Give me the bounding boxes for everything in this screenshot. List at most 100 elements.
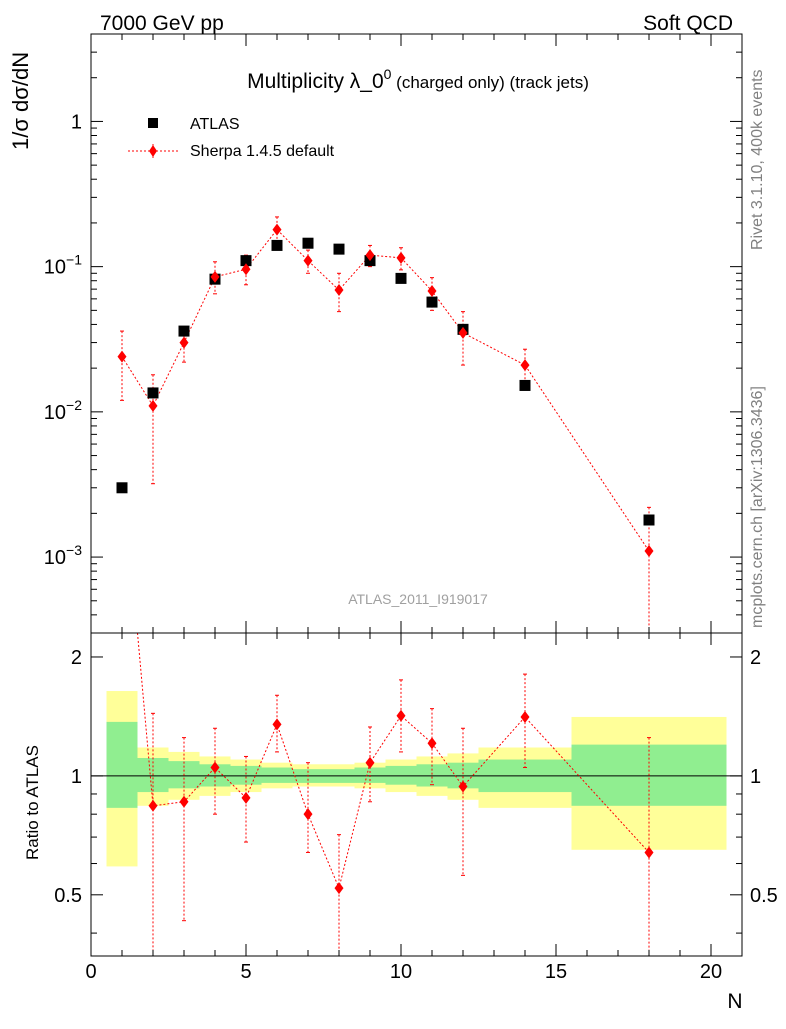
ratio-point-5 [303,808,313,821]
title-superscript: 0 [384,66,392,82]
ratio-tick-label-left-1: 1 [71,766,82,788]
ratio-point-7 [365,756,375,769]
ratio-point-6 [334,882,344,895]
legend-atlas-label: ATLAS [190,116,240,133]
ratio-point-4 [272,718,282,731]
band-inner-9 [385,765,417,785]
sherpa-errorbar-13 [647,506,651,634]
y-tick-label-3: 10−3 [44,542,82,569]
sherpa-errorbar-9 [399,247,403,271]
ratio-uncertainty-bands [91,691,742,867]
ratio-sherpa-line [137,632,650,890]
axes: 110−110−210−30.5 0.51 12 20 5 10 15 20 [44,33,778,983]
sherpa-point-12 [520,359,530,372]
sherpa-errorbar-6 [306,249,310,274]
ratio-tick-label-right-2: 2 [750,647,761,669]
y-tick-exponent-3: −3 [66,542,82,558]
y-tick-base-0: 1 [71,111,82,133]
ratio-point-12 [644,846,654,859]
title-suffix: (charged only) (track jets) [391,73,588,92]
sherpa-line [121,228,650,552]
sherpa-point-0 [117,350,127,363]
sherpa-point-13 [644,545,654,558]
sherpa-point-10 [427,284,437,297]
header-left: 7000 GeV pp [100,12,224,35]
atlas-point-2 [178,325,190,337]
sherpa-point-2 [179,336,189,349]
ratio-errorbar-11 [523,673,527,769]
sherpa-point-6 [303,254,313,267]
sherpa-point-9 [396,251,406,264]
atlas-point-12 [519,379,531,391]
y-axis-label: 1/σ dσ/dN [8,52,33,150]
sherpa-point-4 [241,263,251,276]
ratio-tick-label-right-1: 1 [750,766,761,788]
sherpa-errorbar-7 [337,272,341,313]
sherpa-point-1 [148,399,158,412]
y-tick-base-2: 10 [44,402,66,424]
ratio-point-8 [396,709,406,722]
atlas-point-6 [302,237,314,249]
band-inner-0 [106,721,138,808]
x-axis-label: N [727,990,742,1013]
sherpa-errorbar-11 [461,311,465,366]
sherpa-errorbar-0 [120,330,124,401]
sherpa-point-8 [365,249,375,262]
mcplots-label: mcplots.cern.ch [arXiv:1306.3436] [749,386,766,628]
atlas-point-13 [643,514,655,526]
atlas-point-10 [426,296,438,308]
ratio-errorbar-1 [182,737,186,922]
title-main: Multiplicity λ_0 [247,70,384,93]
legend-sherpa-marker [149,145,157,157]
legend-sherpa-label: Sherpa 1.4.5 default [190,143,335,160]
band-inner-5 [261,767,293,783]
ratio-errorbar-10 [461,727,465,876]
ratio-tick-label-left-0: 0.5 [54,885,82,907]
ratio-axis-label: Ratio to ATLAS [23,745,42,860]
ratio-errorbar-2 [213,727,217,815]
ratio-point-3 [241,791,251,804]
sherpa-point-7 [334,284,344,297]
legend: ATLAS Sherpa 1.4.5 default [128,116,335,160]
ratio-point-9 [427,737,437,750]
ratio-errorbar-9 [430,708,434,786]
ratio-point-0 [148,799,158,812]
main-panel-data [116,216,655,634]
atlas-point-5 [271,239,283,251]
legend-atlas-marker [148,118,158,128]
ratio-errorbar-6 [337,834,341,957]
ratio-tick-label-right-0: 0.5 [750,885,778,907]
ratio-point-10 [458,780,468,793]
atlas-point-0 [116,482,128,494]
y-tick-exponent-1: −1 [66,252,82,268]
ratio-point-1 [179,795,189,808]
rivet-label: Rivet 3.1.10, 400k events [749,69,766,250]
x-tick-label-1: 5 [240,961,251,983]
analysis-id: ATLAS_2011_I919017 [348,591,488,607]
x-tick-label-3: 15 [545,961,567,983]
sherpa-point-11 [458,326,468,339]
y-tick-label-0: 1 [71,111,82,133]
x-tick-label-4: 20 [700,961,722,983]
sherpa-point-3 [210,270,220,283]
y-tick-base-3: 10 [44,547,66,569]
x-tick-label-0: 0 [85,961,96,983]
header-right: Soft QCD [643,12,733,35]
y-tick-label-2: 10−2 [44,397,82,424]
y-tick-exponent-2: −2 [66,397,82,413]
ratio-errorbar-5 [306,762,310,853]
ratio-tick-label-left-2: 2 [71,647,82,669]
atlas-point-1 [147,387,159,399]
x-tick-label-2: 10 [390,961,412,983]
plot-title: Multiplicity λ_00 (charged only) (track … [247,66,589,93]
y-tick-label-1: 10−1 [44,252,82,279]
atlas-point-9 [395,272,407,284]
ratio-point-11 [520,710,530,723]
y-tick-base-1: 10 [44,257,66,279]
ratio-errorbar-3 [244,755,248,843]
ratio-point-2 [210,761,220,774]
sherpa-point-5 [272,223,282,236]
atlas-point-7 [333,243,345,255]
atlas-point-4 [240,255,252,267]
